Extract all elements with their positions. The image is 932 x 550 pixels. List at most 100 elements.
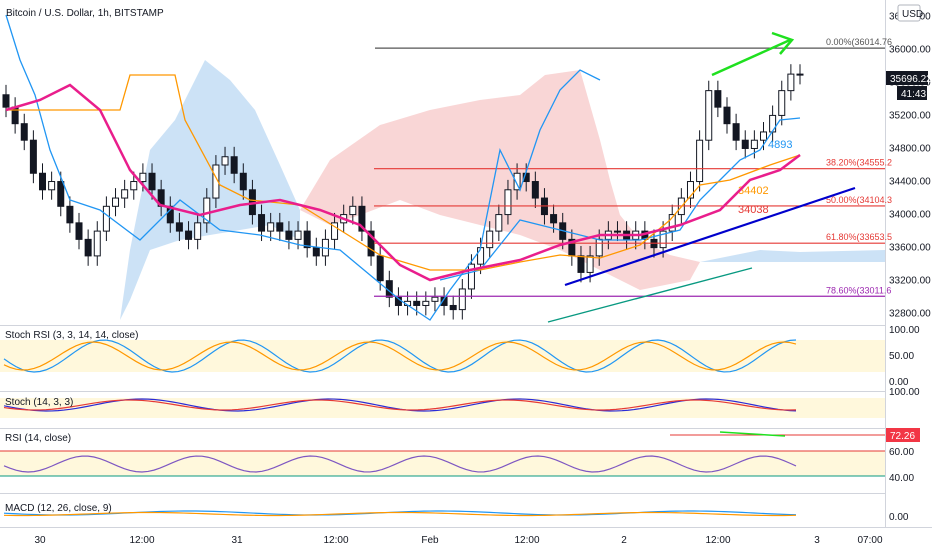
candle-body [467, 263, 475, 290]
axes: 36400.0036000.0035600.0035200.0034800.00… [34, 11, 931, 546]
time-tick-label: 30 [34, 535, 46, 546]
time-tick-label: Feb [421, 535, 439, 546]
candle-body [796, 73, 804, 76]
time-tick-label: 12:00 [514, 535, 539, 546]
stoch-title[interactable]: Stoch (14, 3, 3) [5, 397, 73, 408]
candle-body [376, 255, 384, 282]
last-price-badge [886, 71, 928, 85]
candle-body [778, 90, 786, 116]
candle-body [112, 197, 120, 207]
stoch-rsi-d [3, 341, 797, 371]
rsi-tick-60: 60.00 [889, 447, 914, 458]
symbol-title[interactable]: Bitcoin / U.S. Dollar, 1h, BITSTAMP [6, 8, 164, 19]
candle-body [212, 164, 220, 199]
candle-body [769, 114, 777, 133]
candle-body [267, 222, 275, 232]
tenkan-line [5, 14, 601, 321]
trendline-lower [547, 267, 753, 323]
rsi-divergence-arrow [719, 431, 786, 437]
rsi-band [0, 451, 885, 476]
candle-body [258, 214, 266, 232]
rsi-value-badge [886, 428, 920, 442]
macd-tick-0: 0.00 [889, 512, 909, 523]
panel-separators [0, 0, 932, 528]
price-tick-label: 33600.00 [889, 243, 931, 254]
candle-body [194, 222, 202, 240]
stoch-d [3, 399, 797, 411]
candle-body [431, 296, 439, 302]
stoch-rsi-tick-0: 0.00 [889, 377, 909, 388]
candle-body [312, 247, 320, 257]
time-tick-label: 31 [231, 535, 243, 546]
candle-body [239, 172, 247, 191]
stoch-rsi-k [3, 339, 797, 373]
candle-body [659, 230, 667, 249]
rsi-title[interactable]: RSI (14, close) [5, 433, 71, 444]
candle-body [504, 189, 512, 216]
macd-signal [3, 511, 797, 517]
candle-body [741, 139, 749, 149]
rsi-tick-40: 40.00 [889, 473, 914, 484]
candle-body [175, 222, 183, 232]
candle-body [148, 172, 156, 191]
candle-body [66, 205, 74, 224]
candle-body [276, 222, 284, 232]
candle-body [93, 230, 101, 257]
green-arrow [711, 38, 791, 77]
macd-title[interactable]: MACD (12, 26, close, 9) [5, 503, 112, 514]
price-tick-label: 34000.00 [889, 210, 931, 221]
last-price: 35696.22 [890, 74, 932, 85]
fib-level-label: 50.00%(34104.3 [826, 195, 892, 205]
candle-body [285, 230, 293, 240]
candle-body [787, 73, 795, 92]
candlestick-series [2, 64, 804, 320]
time-tick-label: 07:00 [857, 535, 882, 546]
candle-body [595, 238, 603, 257]
candle-body [84, 238, 92, 257]
drawing-overlays: 0.00%(36014.76 38.20%(34555.2 50.00%(34104… [374, 31, 892, 323]
candle-body [39, 172, 47, 191]
stoch-rsi-tick-100: 100.00 [889, 325, 920, 336]
rsi-value: 72.26 [890, 431, 915, 442]
stoch-rsi-title[interactable]: Stoch RSI (3, 3, 14, 14, close) [5, 330, 138, 341]
price-tick-label: 32800.00 [889, 309, 931, 320]
candle-body [20, 123, 28, 141]
candle-body [294, 230, 302, 240]
candle-body [422, 300, 430, 306]
time-tick-label: 12:00 [129, 535, 154, 546]
kijun-line [6, 74, 801, 271]
indicator-series [0, 14, 885, 517]
tenkan-line-right [439, 117, 801, 281]
candle-body [121, 189, 129, 199]
kijun-value-label: 34402 [738, 185, 769, 197]
price-pane [120, 60, 885, 320]
currency-badge[interactable]: USD [902, 9, 923, 20]
candle-body [513, 172, 521, 191]
fib-value-label: 34038 [738, 204, 769, 216]
candle-body [723, 106, 731, 125]
ichimoku-cloud-bearish [300, 70, 700, 290]
candle-body [440, 296, 448, 306]
candle-body [705, 90, 713, 141]
stoch-rsi-tick-50: 50.00 [889, 351, 914, 362]
fib-level-label: 0.00%(36014.76 [826, 37, 892, 47]
price-tick-label: 33200.00 [889, 276, 931, 287]
ichimoku-cloud-bullish [120, 60, 300, 320]
candle-body [458, 288, 466, 311]
tenkan-value-label: 4893 [768, 139, 792, 151]
currency-badge-box[interactable] [897, 4, 921, 22]
price-tick-label: 34800.00 [889, 143, 931, 154]
rsi-line [3, 455, 797, 473]
candle-body [185, 230, 193, 240]
time-tick-label: 2 [621, 535, 627, 546]
candle-body [759, 131, 767, 141]
stoch-rsi-band [0, 340, 885, 372]
fib-level-label: 61.80%(33653.5 [826, 232, 892, 242]
candle-body [750, 139, 758, 149]
candle-body [714, 90, 722, 108]
candle-body [130, 181, 138, 191]
ichimoku-cloud-bullish-right [700, 250, 885, 262]
price-tick-label: 34400.00 [889, 177, 931, 188]
stoch-tick-100: 100.00 [889, 387, 920, 398]
